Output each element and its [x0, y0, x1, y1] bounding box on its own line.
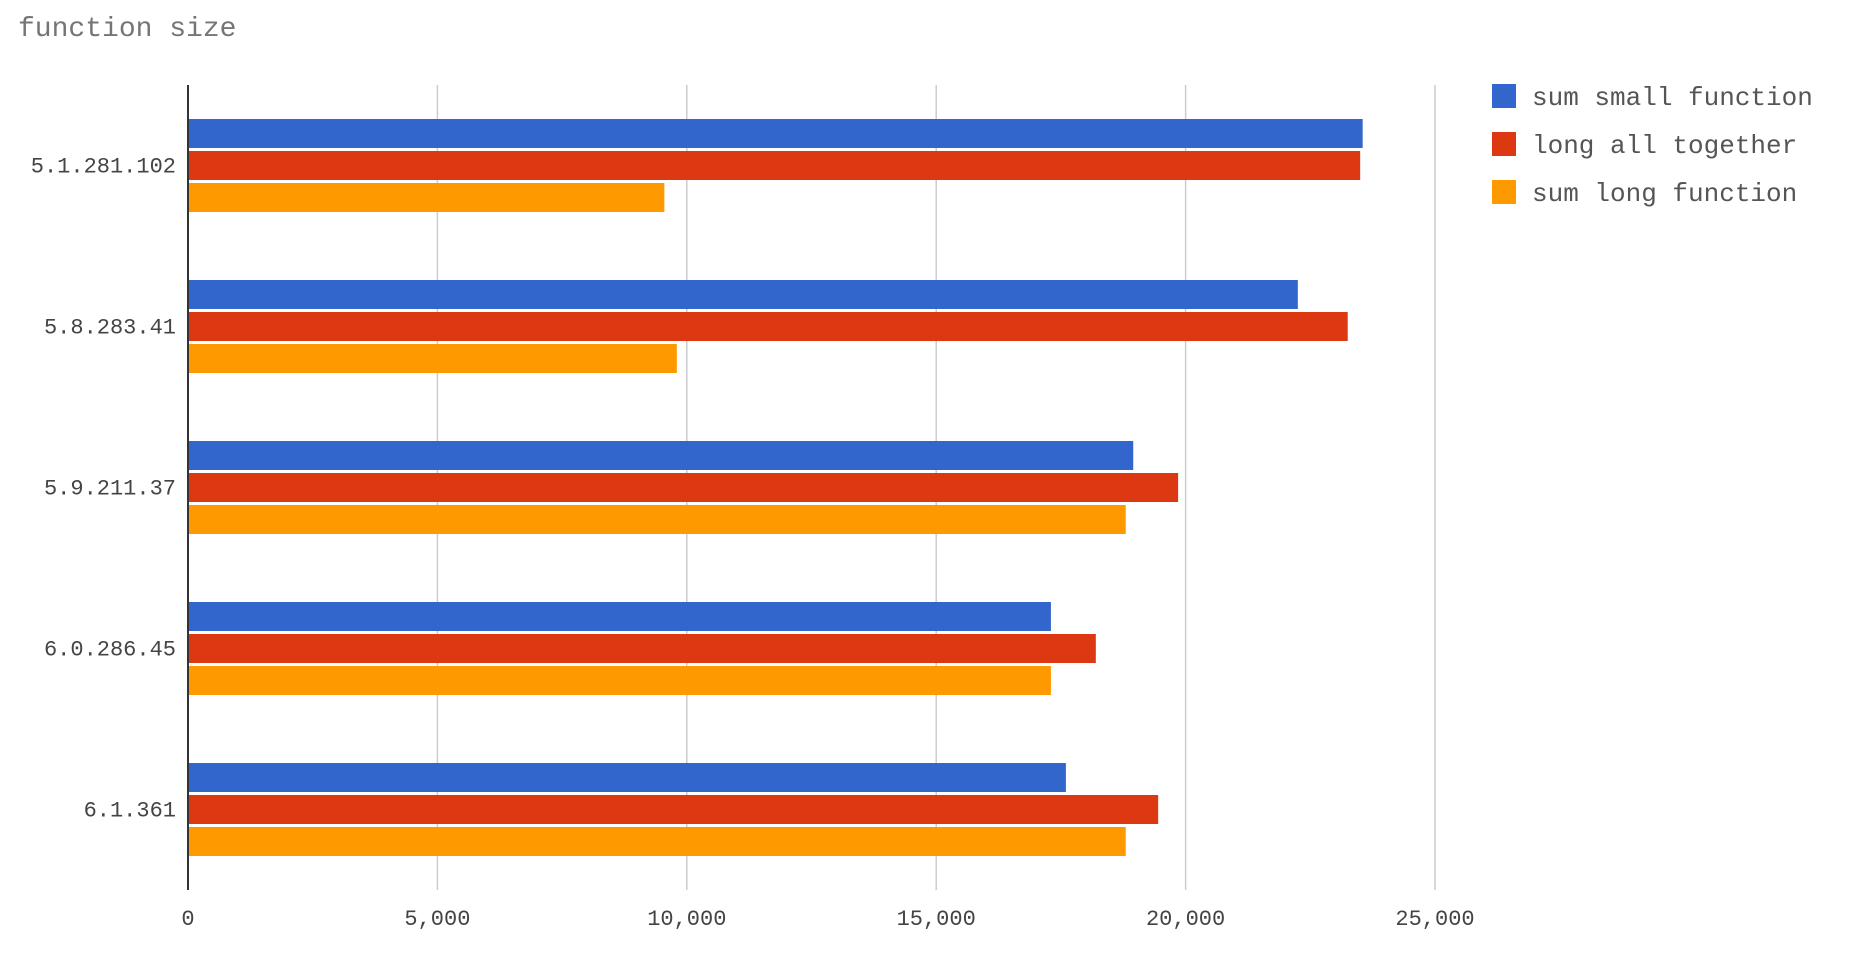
legend-label-sum-long-function: sum long function	[1532, 179, 1797, 209]
axes: 0 5,000 10,000 15,000 20,000 25,000 5.1.281.10…	[31, 85, 1475, 932]
y-tick-label: 5.9.211.37	[44, 477, 176, 502]
x-tick-label: 25,000	[1395, 907, 1474, 932]
y-tick-label: 5.1.281.102	[31, 155, 176, 180]
legend: sum small function long all together sum l…	[1492, 83, 1813, 209]
bar-sum-small-function-5-9-211-37[interactable]	[188, 441, 1134, 470]
legend-swatch-sum-small-function	[1492, 84, 1516, 108]
x-tick-label: 5,000	[404, 907, 470, 932]
bar-sum-long-function-6-1-361[interactable]	[188, 827, 1126, 856]
y-tick-label: 6.1.361	[84, 799, 176, 824]
legend-label-sum-small-function: sum small function	[1532, 83, 1813, 113]
bar-long-all-together-5-1-281-102[interactable]	[188, 151, 1361, 180]
bar-sum-long-function-5-8-283-41[interactable]	[188, 344, 677, 373]
y-tick-label: 5.8.283.41	[44, 316, 176, 341]
bar-sum-long-function-5-1-281-102[interactable]	[188, 183, 665, 212]
bar-long-all-together-5-9-211-37[interactable]	[188, 473, 1179, 502]
bars	[188, 119, 1363, 856]
bar-long-all-together-5-8-283-41[interactable]	[188, 312, 1348, 341]
x-tick-label: 20,000	[1146, 907, 1225, 932]
bar-sum-small-function-6-0-286-45[interactable]	[188, 602, 1051, 631]
bar-sum-small-function-6-1-361[interactable]	[188, 763, 1066, 792]
bar-long-all-together-6-1-361[interactable]	[188, 795, 1159, 824]
legend-swatch-sum-long-function	[1492, 180, 1516, 204]
chart-title: function size	[18, 14, 237, 45]
legend-label-long-all-together: long all together	[1532, 131, 1797, 161]
bar-sum-small-function-5-8-283-41[interactable]	[188, 280, 1298, 309]
x-tick-label: 15,000	[897, 907, 976, 932]
y-tick-label: 6.0.286.45	[44, 638, 176, 663]
bar-long-all-together-6-0-286-45[interactable]	[188, 634, 1096, 663]
bar-sum-long-function-5-9-211-37[interactable]	[188, 505, 1126, 534]
bar-sum-small-function-5-1-281-102[interactable]	[188, 119, 1363, 148]
x-tick-label: 0	[181, 907, 194, 932]
x-tick-label: 10,000	[647, 907, 726, 932]
bar-sum-long-function-6-0-286-45[interactable]	[188, 666, 1051, 695]
legend-swatch-long-all-together	[1492, 132, 1516, 156]
